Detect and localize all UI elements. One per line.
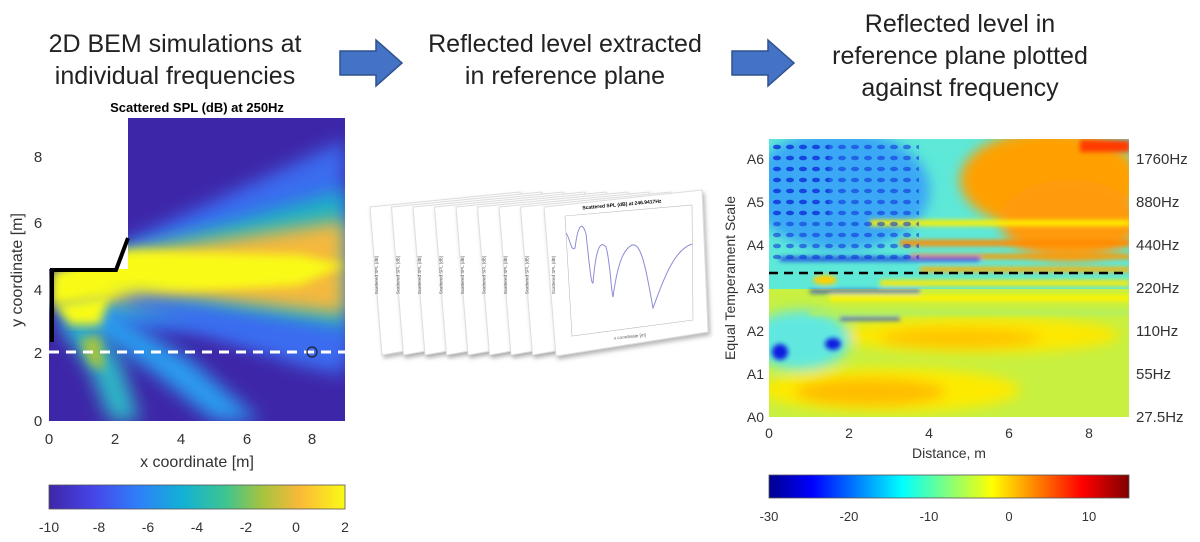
colorbar-tick: -30 (760, 509, 779, 524)
stacked-plot-ylabel: Scattered SPL (dB) (503, 255, 508, 294)
y-tick-note: A2 (747, 323, 764, 339)
caption-line: reference plane plotted (832, 42, 1088, 70)
x-tick: 6 (243, 431, 251, 448)
x-tick: 6 (1005, 425, 1013, 441)
x-tick: 2 (111, 431, 119, 448)
x-axis-label: x coordinate [m] (140, 454, 254, 471)
colorbar-tick: 2 (341, 519, 349, 535)
front-line-plot: Scattered SPL (dB) at 246.9417Hz x coord… (543, 189, 709, 357)
y-tick: 4 (34, 282, 42, 299)
colorbar-tick: 0 (1005, 509, 1012, 524)
receiver-marker (306, 346, 318, 358)
stacked-plot-ylabel: Scattered SPL (dB) (439, 255, 444, 294)
caption-line: against frequency (861, 74, 1059, 102)
y-axis-label: y coordinate [m] (9, 213, 26, 327)
y-tick-frequency: 110Hz (1136, 323, 1178, 340)
y-tick-frequency: 1760Hz (1136, 151, 1188, 168)
x-tick: 4 (177, 431, 185, 448)
stacked-plot-ylabel: Scattered SPL (dB) (482, 255, 487, 294)
stacked-plot-ylabel: Scattered SPL (dB) (460, 255, 465, 294)
y-tick-frequency: 440Hz (1136, 237, 1179, 254)
x-axis-label: Distance, m (912, 445, 986, 461)
colorbar-tick: -10 (920, 509, 939, 524)
wall-outline (50, 237, 130, 342)
colorbar-tick: -20 (840, 509, 859, 524)
colorbar-tick: -8 (93, 519, 106, 535)
y-tick: 2 (34, 345, 42, 362)
left-plot-title: Scattered SPL (dB) at 250Hz (110, 100, 284, 115)
colorbar-tick: -2 (240, 519, 253, 535)
stacked-plot-ylabel: Scattered SPL (dB) (374, 255, 379, 294)
colorbar-tick: -10 (39, 519, 59, 535)
stacked-line-plots: Scattered SPL (dB) Scattered SPL (dB) Scat… (369, 189, 709, 357)
caption-line: 2D BEM simulations at (48, 30, 302, 58)
y-tick-note: A5 (747, 194, 764, 210)
x-tick: 0 (765, 425, 773, 441)
right-arrow-icon (731, 38, 796, 88)
caption-line: individual frequencies (54, 62, 296, 90)
y-tick: 6 (34, 215, 42, 232)
y-tick-note: A0 (747, 409, 764, 425)
colorbar-tick: -6 (142, 519, 155, 535)
step-3-caption: Reflected level in reference plane plott… (790, 8, 1130, 104)
caption-line: Reflected level in (864, 10, 1056, 38)
y-tick-note: A6 (747, 151, 764, 167)
y-tick-note: A1 (747, 366, 764, 382)
front-plot-xlabel: x coordinate [m] (614, 332, 646, 340)
scattered-spl-heatmap: Scattered SPL (dB) at 250Hz 0 2 4 6 8 0 … (9, 100, 349, 535)
y-tick-note: A3 (747, 280, 764, 296)
stacked-plot-ylabel: Scattered SPL (dB) (417, 255, 422, 294)
right-arrow-icon (339, 38, 404, 88)
step-1-caption: 2D BEM simulations at individual frequen… (10, 28, 340, 92)
y-tick-note: A4 (747, 237, 764, 253)
y-tick-frequency: 55Hz (1136, 366, 1171, 383)
colorbar-tick: 0 (292, 519, 300, 535)
reflected-level-heatmap: 0 2 4 6 8 A0 A1 A2 A3 A4 A5 A6 27.5Hz 55… (722, 139, 1188, 524)
y-tick-frequency: 220Hz (1136, 280, 1179, 297)
x-tick: 2 (845, 425, 853, 441)
caption-line: in reference plane (464, 62, 666, 90)
caption-line: Reflected level extracted (428, 30, 702, 58)
y-axis-label: Equal Temperament Scale (722, 196, 738, 360)
x-tick: 8 (308, 431, 316, 448)
y-tick: 0 (34, 413, 42, 430)
step-2-caption: Reflected level extracted in reference p… (400, 28, 730, 92)
x-tick: 0 (45, 431, 53, 448)
x-tick: 8 (1085, 425, 1093, 441)
colorbar-tick: -4 (191, 519, 204, 535)
stacked-plot-ylabel: Scattered SPL (dB) (525, 255, 530, 294)
stacked-plot-ylabel: Scattered SPL (dB) (396, 255, 401, 294)
y-tick-frequency: 880Hz (1136, 194, 1179, 211)
y-tick-frequency: 27.5Hz (1136, 409, 1184, 426)
colorbar-tick: 10 (1082, 509, 1096, 524)
colorbar (48, 484, 346, 510)
spl-line (565, 225, 693, 310)
colorbar (768, 474, 1130, 499)
front-plot-ylabel: Scattered SPL (dB) (551, 255, 556, 294)
x-tick: 4 (925, 425, 933, 441)
y-tick: 8 (34, 149, 42, 166)
